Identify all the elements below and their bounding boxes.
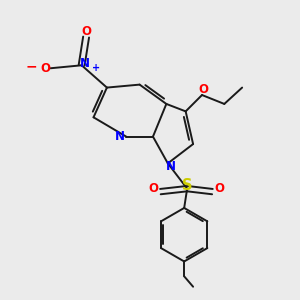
Text: N: N [80, 57, 90, 70]
Text: +: + [92, 63, 101, 73]
Text: N: N [115, 130, 125, 143]
Text: O: O [40, 62, 50, 75]
Text: N: N [166, 160, 176, 173]
Text: O: O [81, 25, 91, 38]
Text: −: − [25, 60, 37, 74]
Text: O: O [214, 182, 224, 194]
Text: S: S [182, 178, 192, 193]
Text: O: O [199, 83, 208, 96]
Text: O: O [149, 182, 159, 194]
